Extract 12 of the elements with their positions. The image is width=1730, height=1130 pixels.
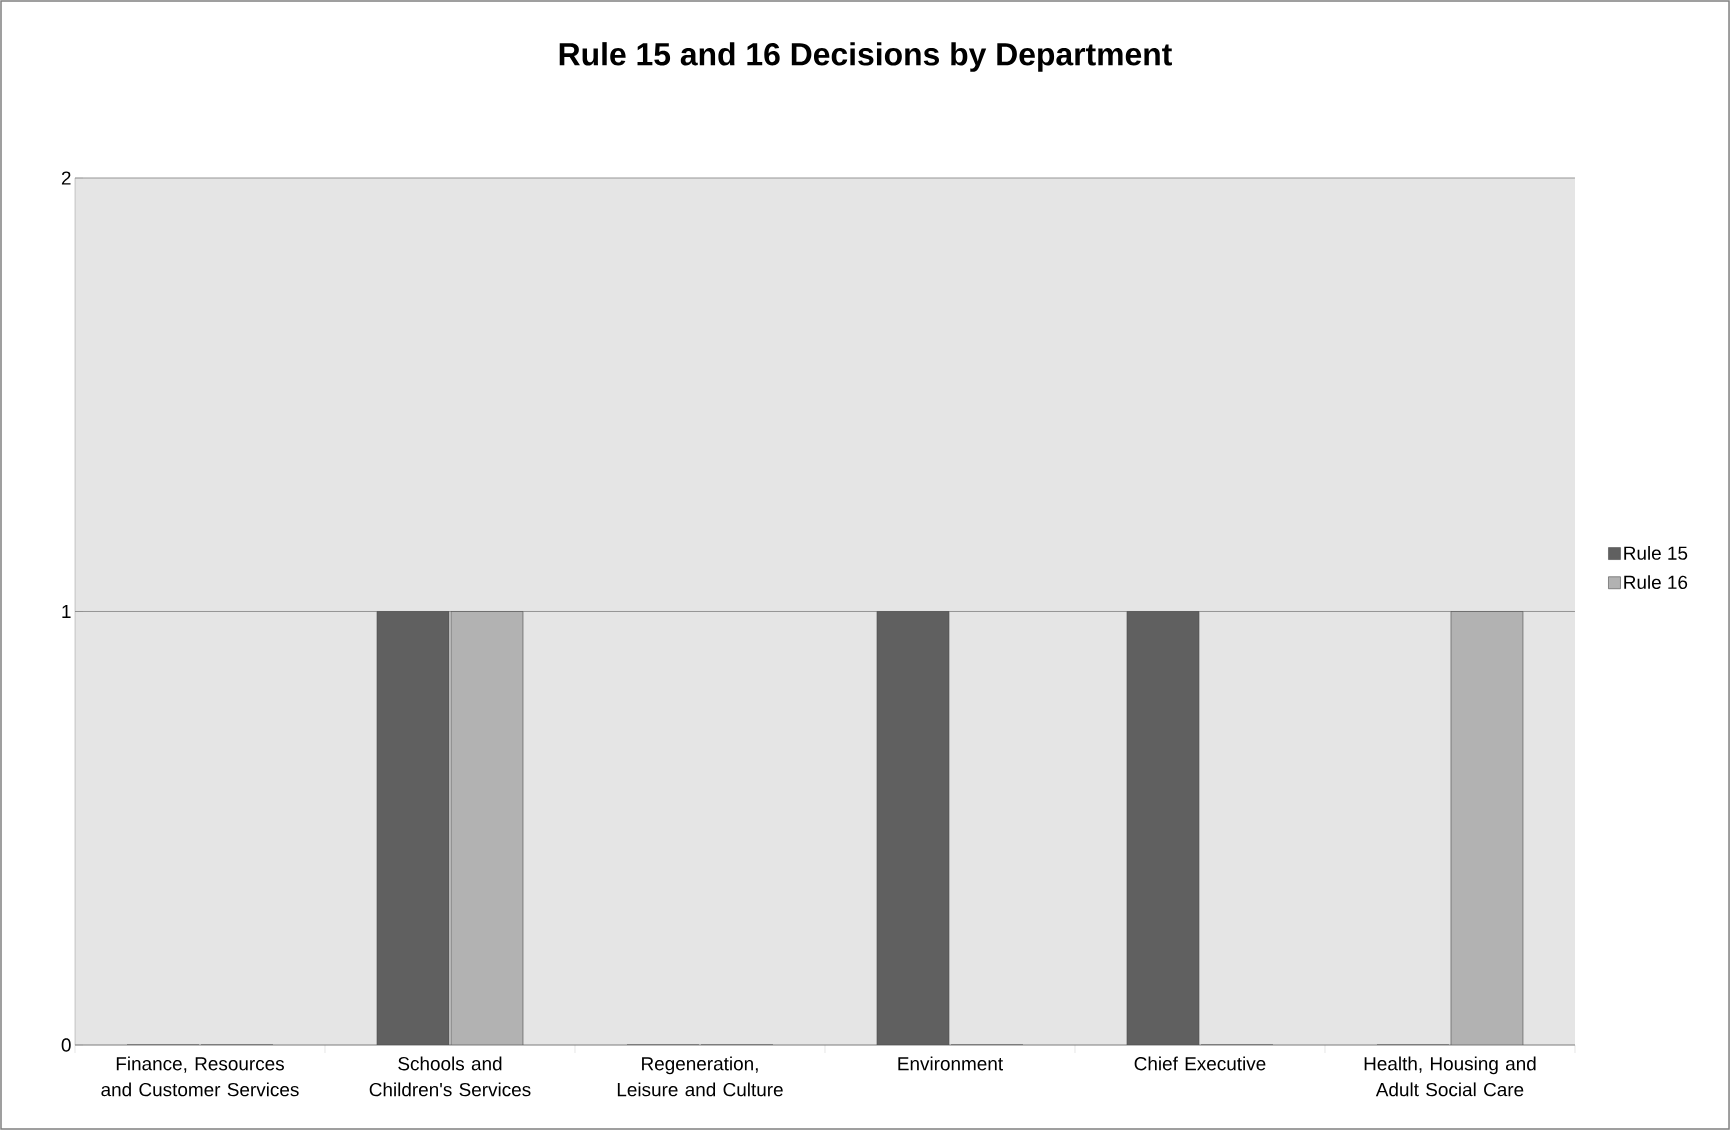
- x-tick-label: Environment: [898, 1056, 1003, 1071]
- legend-label: Rule 16: [1624, 575, 1688, 590]
- x-tick-label: Health, Housing and Adult Social Care: [1364, 1056, 1536, 1097]
- legend-label: Rule 15: [1624, 545, 1688, 560]
- y-tick-label: 1: [62, 604, 71, 619]
- x-tick-label: Regeneration, Leisure and Culture: [617, 1056, 783, 1097]
- x-tick-label: Finance, Resources and Customer Services: [101, 1056, 299, 1097]
- y-tick-label: 0: [61, 1038, 71, 1052]
- x-tick-label: Schools and Children's Services: [369, 1056, 531, 1097]
- y-tick-label: 2: [61, 171, 71, 185]
- x-tick-label: Chief Executive: [1134, 1056, 1266, 1071]
- chart-title: Rule 15 and 16 Decisions by Department: [559, 42, 1172, 72]
